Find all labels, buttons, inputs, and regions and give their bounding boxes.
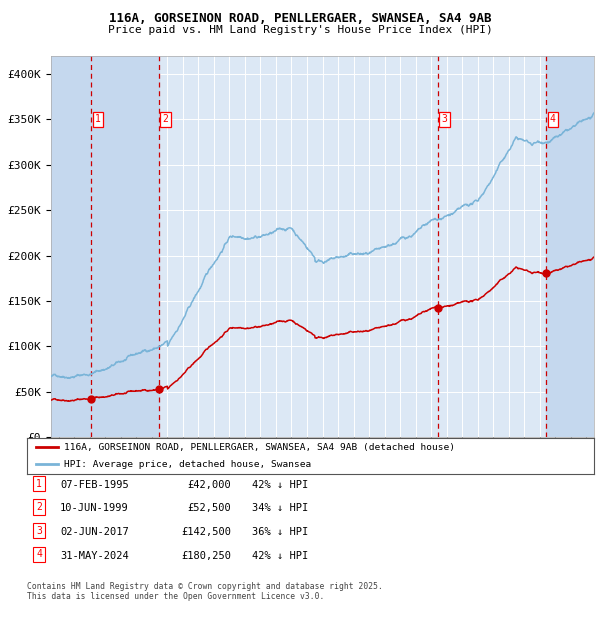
Text: 42% ↓ HPI: 42% ↓ HPI [252, 551, 308, 560]
Text: £142,500: £142,500 [181, 527, 231, 537]
Text: 4: 4 [36, 549, 42, 559]
Bar [51, 56, 91, 437]
Text: 2: 2 [163, 114, 169, 125]
Text: 31-MAY-2024: 31-MAY-2024 [60, 551, 129, 560]
Bar [546, 56, 594, 437]
Text: 3: 3 [442, 114, 448, 125]
Text: £42,000: £42,000 [187, 480, 231, 490]
Text: HPI: Average price, detached house, Swansea: HPI: Average price, detached house, Swan… [64, 460, 311, 469]
Text: 10-JUN-1999: 10-JUN-1999 [60, 503, 129, 513]
Text: £52,500: £52,500 [187, 503, 231, 513]
Text: 4: 4 [550, 114, 556, 125]
Text: Contains HM Land Registry data © Crown copyright and database right 2025.
This d: Contains HM Land Registry data © Crown c… [27, 582, 383, 601]
Text: 1: 1 [36, 479, 42, 489]
Text: 2: 2 [36, 502, 42, 512]
Text: 42% ↓ HPI: 42% ↓ HPI [252, 480, 308, 490]
Text: 36% ↓ HPI: 36% ↓ HPI [252, 527, 308, 537]
Text: 1: 1 [95, 114, 101, 125]
Text: 02-JUN-2017: 02-JUN-2017 [60, 527, 129, 537]
Text: 3: 3 [36, 526, 42, 536]
Bar [91, 56, 158, 437]
Text: 116A, GORSEINON ROAD, PENLLERGAER, SWANSEA, SA4 9AB: 116A, GORSEINON ROAD, PENLLERGAER, SWANS… [109, 12, 491, 25]
Text: £180,250: £180,250 [181, 551, 231, 560]
Text: Price paid vs. HM Land Registry's House Price Index (HPI): Price paid vs. HM Land Registry's House … [107, 25, 493, 35]
Text: 07-FEB-1995: 07-FEB-1995 [60, 480, 129, 490]
Text: 34% ↓ HPI: 34% ↓ HPI [252, 503, 308, 513]
Text: 116A, GORSEINON ROAD, PENLLERGAER, SWANSEA, SA4 9AB (detached house): 116A, GORSEINON ROAD, PENLLERGAER, SWANS… [64, 443, 455, 452]
